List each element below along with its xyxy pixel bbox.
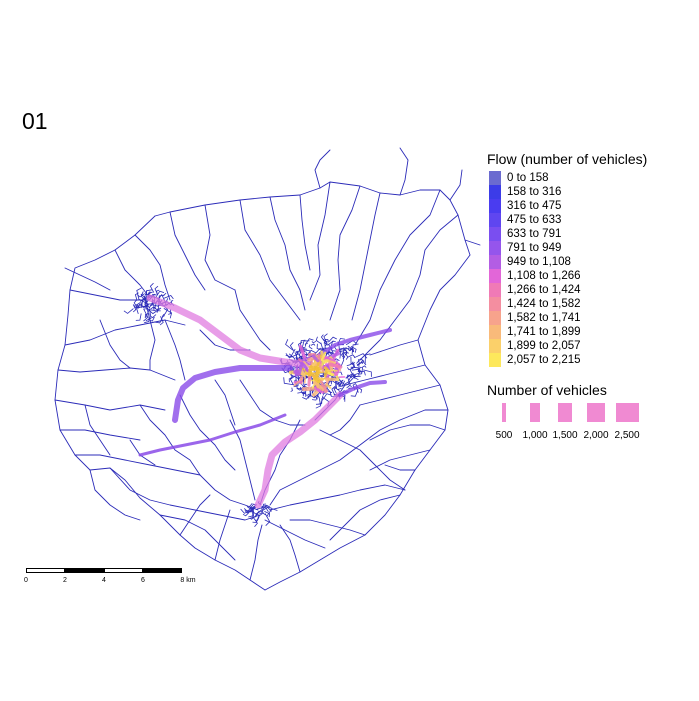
flow-legend-label: 1,582 to 1,741 <box>507 312 581 324</box>
vehicles-legend-symbol <box>615 403 639 422</box>
route-east-link <box>338 380 387 397</box>
flow-legend-label: 791 to 949 <box>507 242 562 254</box>
vehicles-legend-symbol <box>501 403 507 422</box>
vehicles-legend-label: 2,000 <box>583 430 609 441</box>
vehicles-legend-title: Number of vehicles <box>487 382 607 398</box>
flow-legend-swatch <box>489 185 501 199</box>
flow-legend-label: 1,424 to 1,582 <box>507 298 581 310</box>
flow-legend-swatch <box>489 171 501 185</box>
map-title: 01 <box>22 108 48 134</box>
vehicles-legend-label: 1,500 <box>552 430 578 441</box>
vehicles-legend-label: 2,500 <box>614 430 640 441</box>
route-west-to-centre <box>146 294 314 369</box>
route-south-to-centre <box>254 391 344 509</box>
scale-bar-label: 8 km <box>180 577 196 584</box>
vehicles-legend-label: 500 <box>495 430 513 441</box>
scale-bar-label: 4 <box>102 577 106 584</box>
vehicles-legend-symbol <box>530 403 540 422</box>
flow-legend-label: 1,899 to 2,057 <box>507 340 581 352</box>
scale-bar-label: 0 <box>24 577 28 584</box>
flow-legend-swatch <box>489 213 501 227</box>
route-north-link <box>318 328 392 357</box>
flow-legend-label: 1,266 to 1,424 <box>507 284 581 296</box>
vehicles-width-legend: 500 1,000 1,500 2,000 2,500 <box>490 400 650 450</box>
flow-legend-swatch <box>489 199 501 213</box>
major-flow-routes <box>138 294 392 509</box>
flow-legend-title: Flow (number of vehicles) <box>487 151 648 167</box>
route-southwest-arc <box>172 365 293 423</box>
flow-legend-label: 2,057 to 2,215 <box>507 354 581 366</box>
scale-bar: 0 2 4 6 8 km <box>24 568 196 588</box>
flow-legend-label: 949 to 1,108 <box>507 256 571 268</box>
flow-legend-swatch <box>489 283 501 297</box>
flow-legend-swatch <box>489 311 501 325</box>
scale-bar-label: 6 <box>141 577 145 584</box>
flow-legend-swatch <box>489 227 501 241</box>
flow-legend-swatch <box>489 353 501 367</box>
flow-legend-label: 1,108 to 1,266 <box>507 270 581 282</box>
flow-legend-label: 475 to 633 <box>507 214 562 226</box>
scale-bar-segment <box>26 568 65 573</box>
vehicles-legend-symbol <box>558 403 572 422</box>
flow-legend-swatch <box>489 325 501 339</box>
flow-legend-swatch <box>489 241 501 255</box>
route-southwest-diagonal <box>138 413 287 457</box>
scale-bar-label: 2 <box>63 577 67 584</box>
flow-legend-label: 1,741 to 1,899 <box>507 326 581 338</box>
flow-legend-label: 158 to 316 <box>507 186 562 198</box>
road-network <box>54 147 481 591</box>
flow-legend-label: 0 to 158 <box>507 172 549 184</box>
flow-legend-swatch <box>489 255 501 269</box>
flow-legend-label: 316 to 475 <box>507 200 562 212</box>
flow-legend-swatch <box>489 297 501 311</box>
scale-bar-segment <box>143 568 182 573</box>
flow-legend-swatch <box>489 339 501 353</box>
flow-legend-label: 633 to 791 <box>507 228 562 240</box>
scale-bar-segment <box>65 568 104 573</box>
flow-legend-swatch <box>489 269 501 283</box>
vehicles-legend-symbol <box>586 403 606 422</box>
scale-bar-segment <box>104 568 143 573</box>
town-centre-hotspot <box>288 344 346 397</box>
vehicles-legend-label: 1,000 <box>522 430 548 441</box>
